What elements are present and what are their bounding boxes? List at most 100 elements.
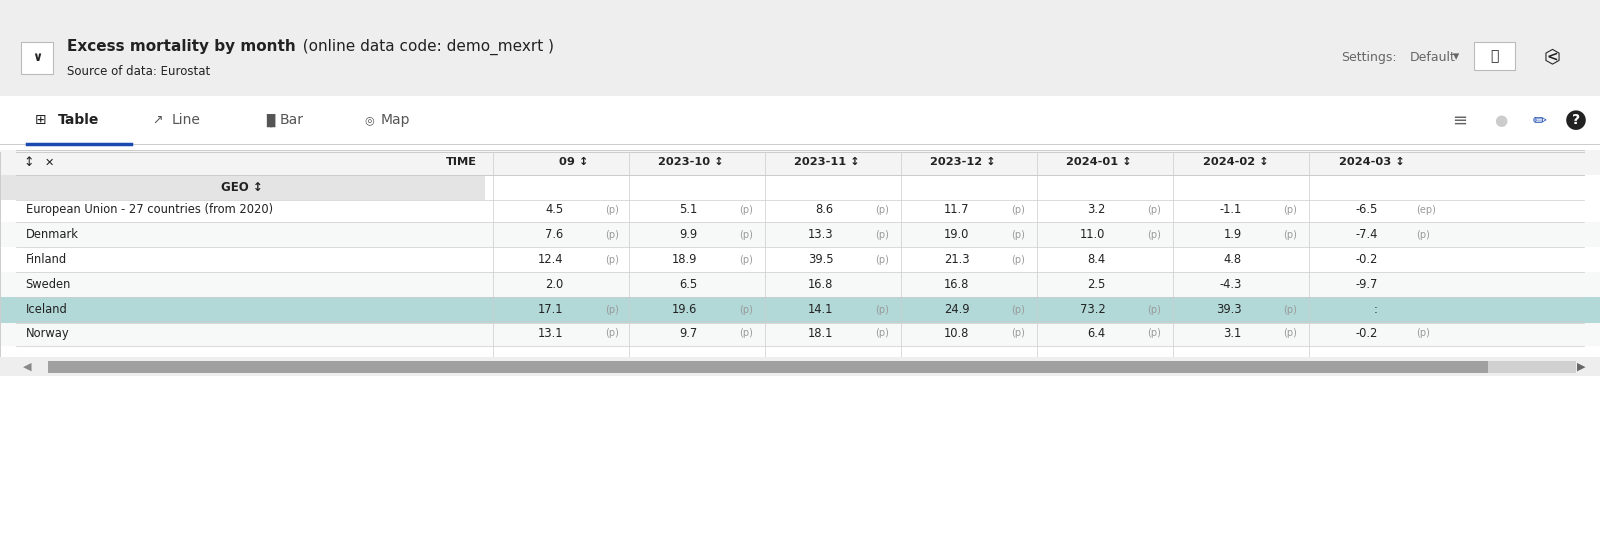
Text: 2024-03 ↕: 2024-03 ↕ xyxy=(1339,158,1405,167)
Text: 39.5: 39.5 xyxy=(808,253,834,266)
Text: 4.8: 4.8 xyxy=(1224,253,1242,266)
Text: 19.0: 19.0 xyxy=(944,228,970,241)
Text: (p): (p) xyxy=(739,328,754,339)
Text: 73.2: 73.2 xyxy=(1080,303,1106,317)
Text: 5.1: 5.1 xyxy=(680,203,698,216)
Text: 2024-01 ↕: 2024-01 ↕ xyxy=(1066,158,1131,167)
Text: 9.9: 9.9 xyxy=(680,228,698,241)
Text: -6.5: -6.5 xyxy=(1355,203,1378,216)
Text: (p): (p) xyxy=(1147,305,1162,315)
Text: ●: ● xyxy=(1494,113,1507,128)
Text: 14.1: 14.1 xyxy=(808,303,834,317)
Text: -0.2: -0.2 xyxy=(1355,327,1378,340)
Text: European Union - 27 countries (from 2020): European Union - 27 countries (from 2020… xyxy=(26,203,272,216)
Text: ?: ? xyxy=(1571,113,1581,127)
Text: 2023-11 ↕: 2023-11 ↕ xyxy=(794,158,859,167)
Text: 9.7: 9.7 xyxy=(680,327,698,340)
Text: ✏: ✏ xyxy=(1533,111,1546,129)
Text: 2.0: 2.0 xyxy=(546,278,563,292)
Bar xyxy=(0,297,1600,323)
Text: Settings:: Settings: xyxy=(1341,51,1397,64)
Text: -4.3: -4.3 xyxy=(1219,278,1242,292)
Text: (p): (p) xyxy=(739,230,754,240)
Text: (p): (p) xyxy=(875,305,890,315)
Text: <: < xyxy=(1546,50,1558,64)
Text: (p): (p) xyxy=(1147,205,1162,215)
Text: 16.8: 16.8 xyxy=(944,278,970,292)
Bar xyxy=(0,150,1600,175)
Text: 16.8: 16.8 xyxy=(808,278,834,292)
Text: (p): (p) xyxy=(1283,328,1298,339)
Text: (p): (p) xyxy=(1011,305,1026,315)
Text: (ep): (ep) xyxy=(1416,205,1435,215)
Text: 24.9: 24.9 xyxy=(944,303,970,317)
Bar xyxy=(0,197,1600,222)
Text: (p): (p) xyxy=(1283,205,1298,215)
Text: 2023-12 ↕: 2023-12 ↕ xyxy=(930,158,995,167)
Text: 18.1: 18.1 xyxy=(808,327,834,340)
Text: ⊞: ⊞ xyxy=(35,113,46,127)
Bar xyxy=(48,361,1488,373)
Text: ▶: ▶ xyxy=(1576,362,1586,372)
Text: 2024-02 ↕: 2024-02 ↕ xyxy=(1203,158,1269,167)
Text: (p): (p) xyxy=(1011,328,1026,339)
Text: 09 ↕: 09 ↕ xyxy=(560,158,589,167)
Text: (p): (p) xyxy=(1147,230,1162,240)
Bar xyxy=(0,357,1600,376)
Text: (p): (p) xyxy=(875,255,890,265)
Text: -0.2: -0.2 xyxy=(1355,253,1378,266)
Text: TIME: TIME xyxy=(446,158,477,167)
Text: Source of data: Eurostat: Source of data: Eurostat xyxy=(67,65,211,78)
Text: (p): (p) xyxy=(605,328,619,339)
Text: (p): (p) xyxy=(1011,205,1026,215)
Text: Excess mortality by month: Excess mortality by month xyxy=(67,40,296,54)
Bar xyxy=(0,272,1600,297)
Text: Finland: Finland xyxy=(26,253,67,266)
Text: (p): (p) xyxy=(1147,328,1162,339)
Text: Denmark: Denmark xyxy=(26,228,78,241)
Text: :: : xyxy=(1374,303,1378,317)
Text: (p): (p) xyxy=(1416,328,1430,339)
Text: (p): (p) xyxy=(739,305,754,315)
Text: ⬡: ⬡ xyxy=(1544,48,1560,67)
Bar xyxy=(0,321,1600,346)
Text: ✕: ✕ xyxy=(45,158,54,167)
Text: Table: Table xyxy=(58,113,99,127)
Text: (p): (p) xyxy=(739,255,754,265)
Text: 6.5: 6.5 xyxy=(680,278,698,292)
Text: (p): (p) xyxy=(875,205,890,215)
Text: 13.1: 13.1 xyxy=(538,327,563,340)
Text: Bar: Bar xyxy=(280,113,304,127)
Bar xyxy=(0,175,485,200)
Text: 7.6: 7.6 xyxy=(546,228,563,241)
Text: 39.3: 39.3 xyxy=(1216,303,1242,317)
Text: 2023-10 ↕: 2023-10 ↕ xyxy=(658,158,723,167)
Text: ▐▌: ▐▌ xyxy=(261,114,280,127)
Text: ▾: ▾ xyxy=(1453,51,1459,64)
Text: ∨: ∨ xyxy=(32,51,42,64)
Text: ◀: ◀ xyxy=(22,362,32,372)
Text: Map: Map xyxy=(381,113,410,127)
Text: -9.7: -9.7 xyxy=(1355,278,1378,292)
Text: 8.6: 8.6 xyxy=(816,203,834,216)
Text: 19.6: 19.6 xyxy=(672,303,698,317)
Text: 10.8: 10.8 xyxy=(944,327,970,340)
Bar xyxy=(48,361,1576,373)
Text: (p): (p) xyxy=(875,328,890,339)
Text: Norway: Norway xyxy=(26,327,69,340)
Text: -7.4: -7.4 xyxy=(1355,228,1378,241)
Text: Default: Default xyxy=(1410,51,1456,64)
Bar xyxy=(0,96,1600,534)
Text: ↗: ↗ xyxy=(152,114,163,127)
Bar xyxy=(1474,42,1515,70)
Text: 21.3: 21.3 xyxy=(944,253,970,266)
Text: (p): (p) xyxy=(1283,230,1298,240)
Bar xyxy=(21,42,53,74)
Text: Sweden: Sweden xyxy=(26,278,70,292)
Text: (p): (p) xyxy=(1283,305,1298,315)
Text: (p): (p) xyxy=(605,255,619,265)
Text: 1.9: 1.9 xyxy=(1224,228,1242,241)
Text: 18.9: 18.9 xyxy=(672,253,698,266)
Text: ◎: ◎ xyxy=(365,115,374,125)
Text: -1.1: -1.1 xyxy=(1219,203,1242,216)
